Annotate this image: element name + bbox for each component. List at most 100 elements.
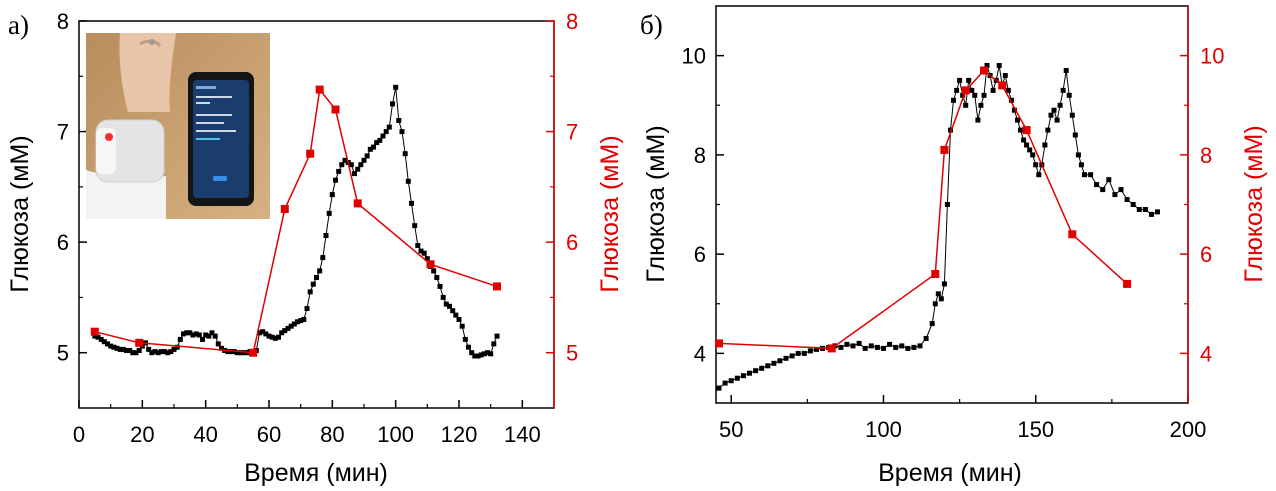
data-point: [409, 200, 414, 206]
data-point: [361, 157, 367, 163]
data-point: [149, 350, 155, 356]
data-point: [862, 345, 868, 351]
y-right-tick-label: 6: [1200, 242, 1212, 267]
data-point: [339, 162, 345, 168]
data-point: [931, 270, 940, 278]
data-point: [1018, 127, 1023, 133]
x-tick-label: 20: [130, 422, 154, 447]
data-point: [355, 166, 361, 172]
data-point: [1042, 142, 1048, 148]
data-point: [1072, 132, 1078, 138]
data-point: [893, 344, 899, 350]
data-point: [1118, 187, 1124, 193]
data-point: [1030, 152, 1036, 158]
data-point: [280, 205, 289, 213]
data-point: [1106, 177, 1112, 183]
data-point: [206, 333, 212, 339]
data-point: [320, 255, 326, 261]
data-point: [348, 162, 354, 168]
data-point: [158, 349, 164, 355]
data-point: [1002, 73, 1008, 78]
data-point: [288, 323, 294, 329]
data-point: [219, 345, 224, 351]
data-point: [493, 282, 501, 291]
data-point: [747, 370, 752, 376]
data-point: [951, 97, 956, 103]
data-point: [1130, 202, 1136, 207]
data-point: [405, 178, 411, 184]
data-point: [1005, 87, 1011, 93]
data-point: [459, 323, 465, 329]
data-point: [193, 331, 199, 337]
x-tick-label: 100: [377, 422, 414, 447]
data-point: [95, 334, 101, 340]
data-point: [1149, 211, 1154, 217]
data-point: [963, 102, 969, 108]
data-point: [298, 318, 304, 324]
data-point: [966, 77, 972, 83]
data-point: [1088, 172, 1094, 178]
data-point: [209, 330, 215, 336]
data-point: [960, 92, 966, 98]
data-point: [329, 192, 335, 198]
data-point: [975, 117, 981, 123]
data-point: [935, 291, 941, 297]
data-point: [307, 289, 313, 295]
data-point: [1136, 207, 1142, 212]
x-tick-label: 60: [257, 422, 281, 447]
data-point: [291, 321, 297, 327]
data-point: [481, 351, 487, 357]
data-point: [367, 146, 373, 152]
data-point: [996, 63, 1002, 68]
data-point: [899, 343, 905, 349]
panel-label-b: б): [640, 10, 663, 40]
data-point: [1021, 137, 1027, 143]
data-point: [783, 355, 789, 361]
data-point: [844, 341, 850, 347]
data-point: [488, 351, 494, 357]
data-point: [331, 105, 340, 114]
data-point: [1155, 209, 1160, 215]
data-point: [181, 331, 186, 337]
y-axis-title-right-b: Глюкоза (мМ): [1240, 125, 1268, 282]
data-point: [114, 345, 120, 351]
y-right-tick-label: 5: [566, 341, 578, 366]
data-point: [478, 352, 484, 358]
data-point: [801, 350, 807, 356]
data-point: [485, 350, 490, 356]
data-point: [152, 349, 158, 355]
data-point: [377, 137, 383, 143]
data-point: [1124, 197, 1130, 202]
data-point: [984, 63, 990, 68]
y-right-tick-label: 8: [1200, 143, 1212, 168]
data-point: [396, 118, 402, 123]
data-point: [850, 343, 856, 349]
data-point: [124, 348, 129, 353]
data-point: [190, 332, 196, 338]
plot-frame-b: [715, 5, 1189, 404]
data-point: [1078, 162, 1084, 168]
data-point: [162, 349, 167, 355]
data-point: [323, 233, 329, 238]
data-point: [374, 140, 380, 146]
data-point: [917, 343, 923, 349]
data-point: [402, 151, 408, 157]
x-tick-label: 200: [1170, 417, 1207, 442]
data-point: [90, 327, 99, 336]
data-point: [807, 348, 813, 354]
data-point: [108, 343, 114, 349]
axis-ticks-a: 0 20 40 60 80 100 120 140 5 6 7 8 5 6 7 8: [57, 9, 579, 447]
data-point: [1100, 187, 1106, 193]
data-point: [238, 350, 243, 356]
data-point: [944, 202, 950, 207]
data-point: [342, 157, 348, 163]
data-point: [130, 350, 136, 356]
data-point: [358, 162, 364, 168]
data-point: [272, 335, 278, 341]
data-point: [282, 328, 288, 334]
data-point: [990, 87, 996, 93]
data-point: [380, 133, 386, 139]
data-point: [371, 144, 376, 150]
data-point: [932, 301, 938, 307]
data-point: [881, 345, 886, 351]
